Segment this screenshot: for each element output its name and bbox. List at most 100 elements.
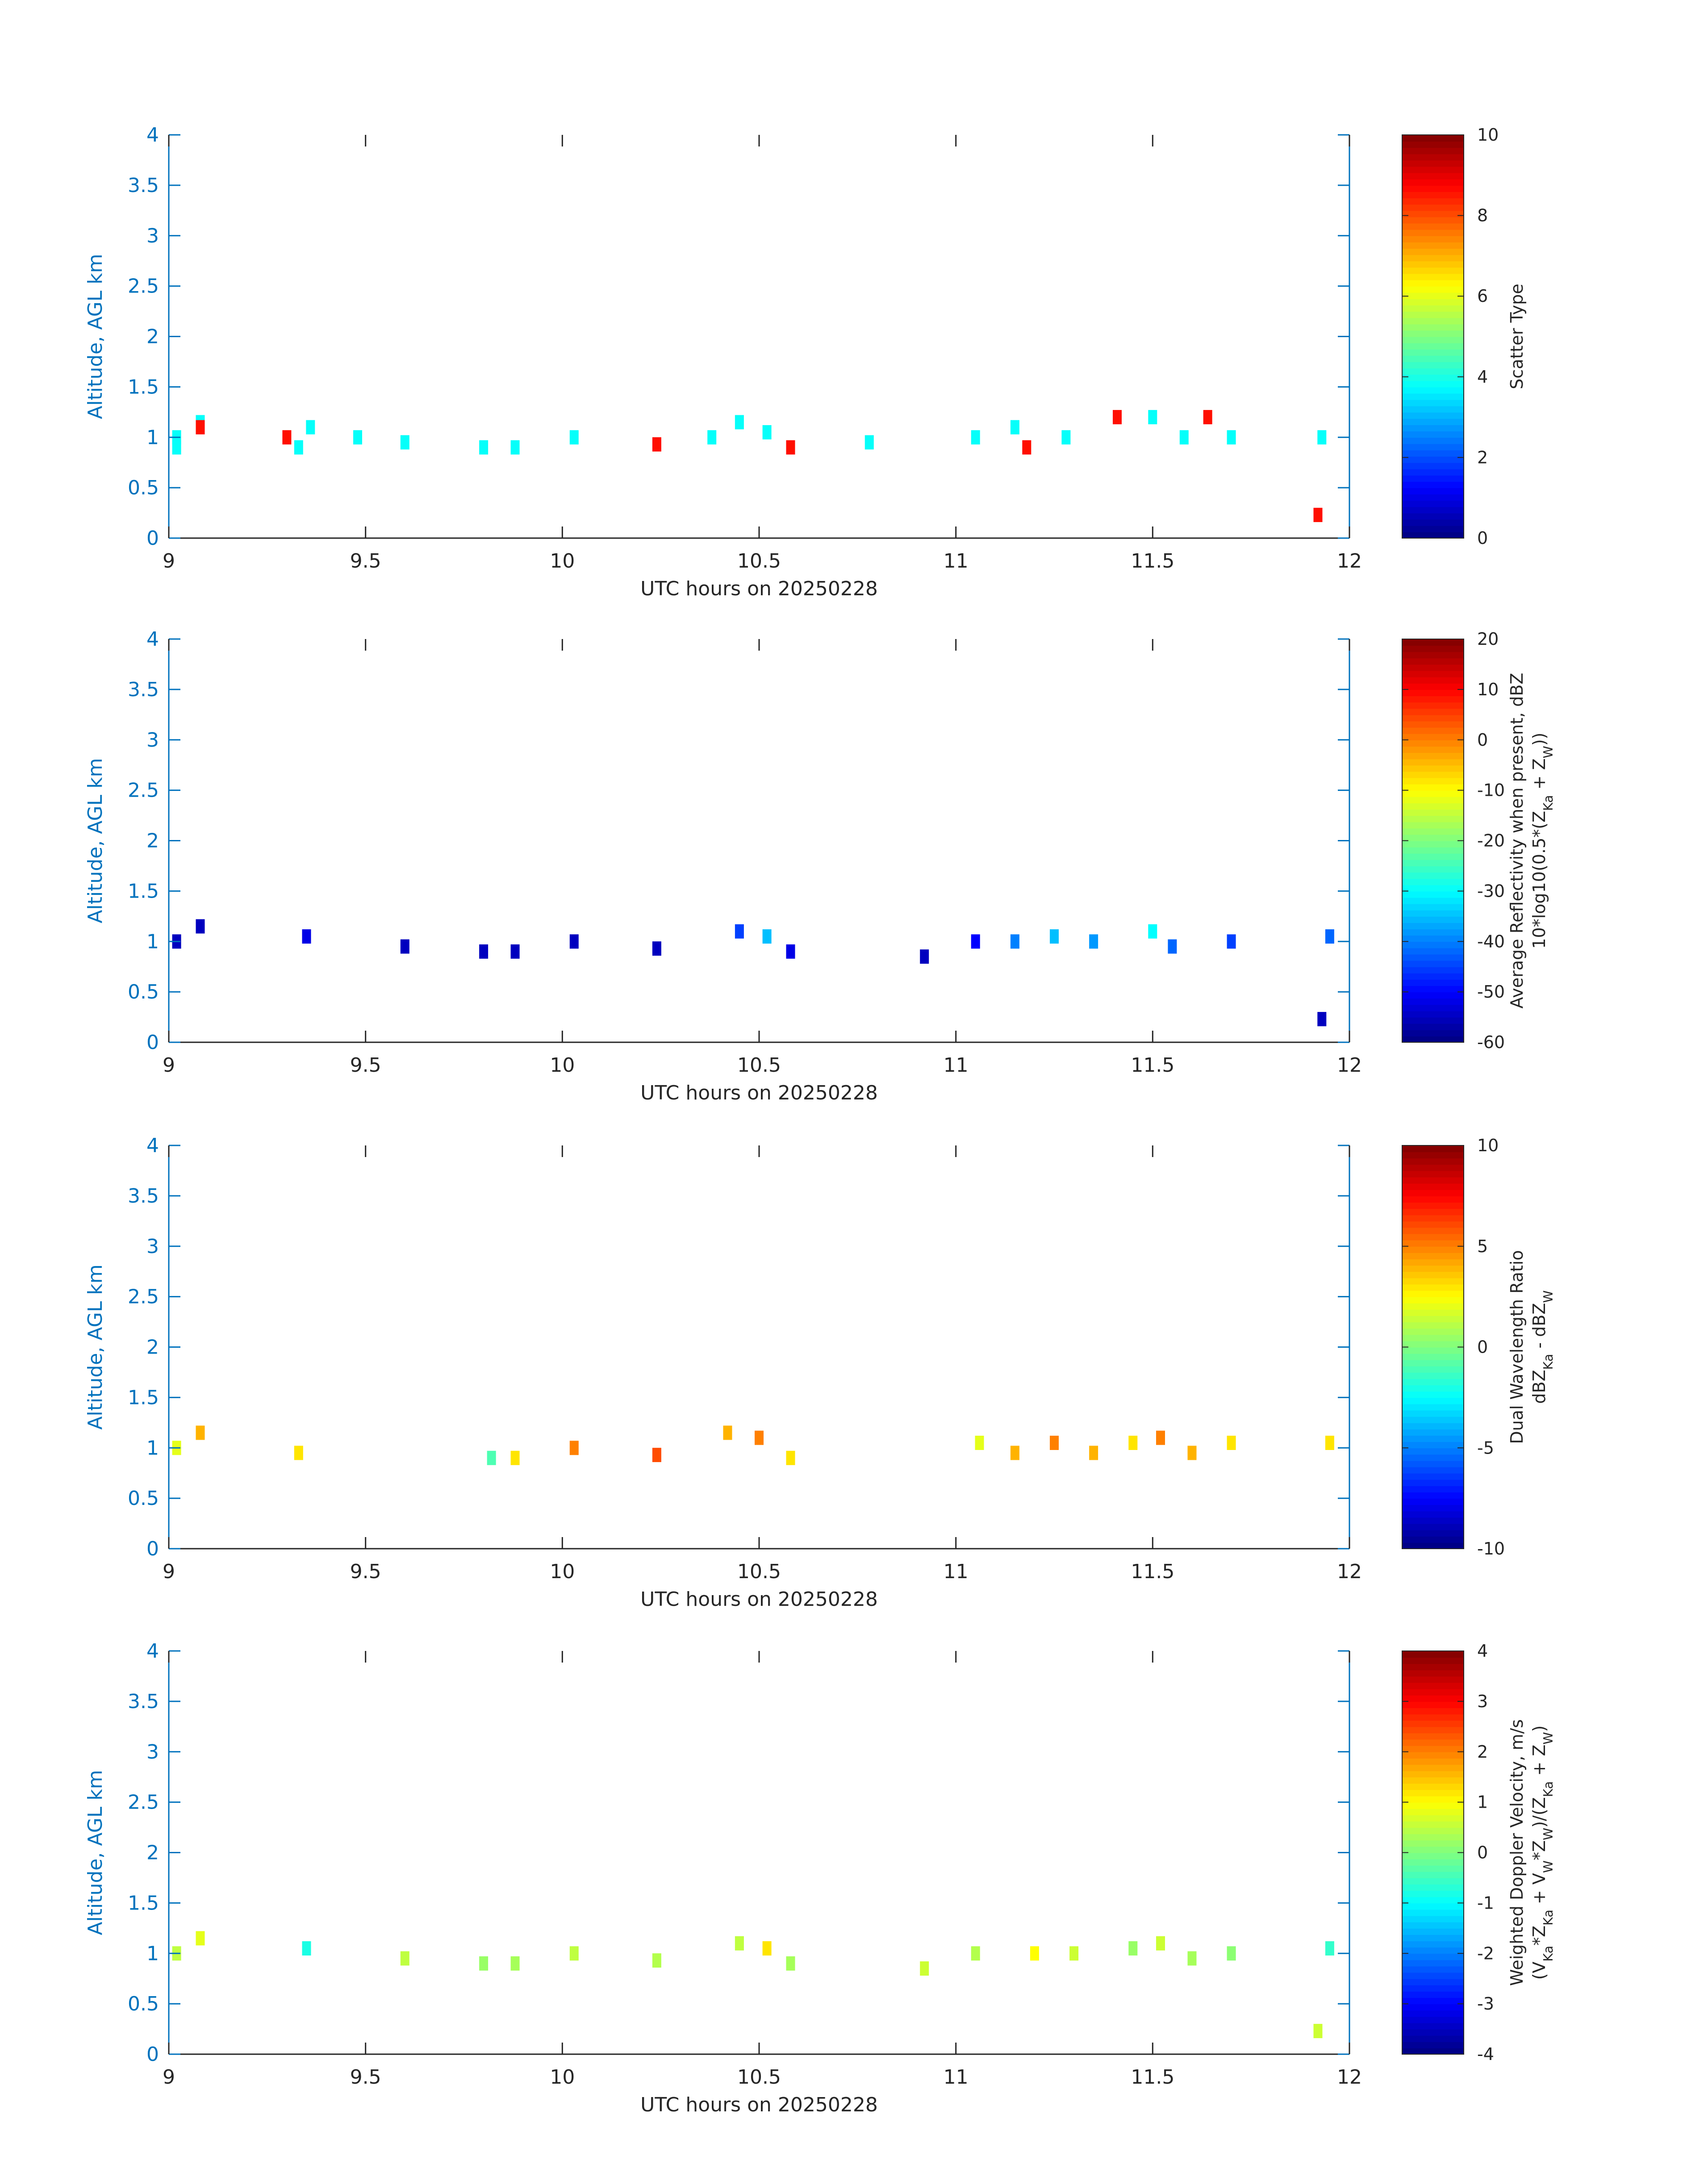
colorbar-segment [1402, 1909, 1464, 1916]
colorbar-segment [1402, 336, 1464, 343]
colorbar-segment [1402, 1316, 1464, 1323]
y-tick-label: 0 [146, 1031, 159, 1054]
colorbar-segment [1402, 399, 1464, 406]
data-cell [1187, 1951, 1197, 1966]
colorbar-segment [1402, 1991, 1464, 1998]
colorbar-segment [1402, 1233, 1464, 1241]
data-cell [1325, 929, 1334, 944]
colorbar-segment [1402, 1410, 1464, 1417]
data-cell [1148, 410, 1157, 425]
y-tick-label: 2 [146, 1336, 159, 1359]
colorbar-segment [1402, 2041, 1464, 2048]
colorbar-segment [1402, 229, 1464, 236]
colorbar-segment [1402, 450, 1464, 457]
data-cell [971, 1946, 980, 1961]
data-cell [1030, 1946, 1039, 1961]
colorbar-segment [1402, 361, 1464, 368]
colorbar-segment [1402, 1884, 1464, 1891]
colorbar-segment [1402, 721, 1464, 728]
y-tick-label: 3.5 [128, 1185, 159, 1208]
y-tick-label: 0.5 [128, 981, 159, 1003]
colorbar-segment [1402, 1517, 1464, 1524]
data-cell [569, 934, 579, 949]
colorbar-segment [1402, 1353, 1464, 1360]
y-axis-label: Altitude, AGL km [84, 1770, 107, 1935]
colorbar-segment [1402, 261, 1464, 268]
colorbar-segment [1402, 1189, 1464, 1196]
colorbar-segment [1402, 154, 1464, 161]
colorbar-segment [1402, 1145, 1464, 1153]
x-tick-label: 10 [550, 1560, 575, 1583]
colorbar-segment [1402, 1708, 1464, 1715]
colorbar-segment [1402, 311, 1464, 318]
colorbar-segment [1402, 733, 1464, 740]
y-tick-label: 3.5 [128, 1690, 159, 1713]
x-tick-label: 11 [944, 1054, 969, 1077]
colorbar-tick-label: -4 [1477, 2044, 1494, 2064]
colorbar-segment [1402, 2022, 1464, 2030]
colorbar-segment [1402, 1240, 1464, 1247]
data-cell [1203, 410, 1212, 425]
colorbar-label: 10*log10(0.5*(ZKa + ZW)) [1529, 732, 1556, 949]
colorbar-segment [1402, 1695, 1464, 1702]
colorbar-segment [1402, 172, 1464, 180]
colorbar-segment [1402, 135, 1464, 142]
data-cell [1128, 1436, 1138, 1450]
colorbar-segment [1402, 318, 1464, 325]
colorbar-segment [1402, 273, 1464, 280]
colorbar-segment [1402, 1720, 1464, 1727]
colorbar-segment [1402, 437, 1464, 444]
data-cell [975, 1436, 984, 1450]
colorbar-segment [1402, 1259, 1464, 1266]
colorbar-segment [1402, 1966, 1464, 1973]
colorbar: -60 -50 -40 -30 -20 -10 0 10 20 Average Reflectiv… [1402, 629, 1556, 1052]
colorbar-frame [1402, 134, 1464, 539]
data-cell [400, 1951, 409, 1966]
data-cell [735, 1936, 744, 1951]
colorbar-segment [1402, 1011, 1464, 1018]
colorbar-segment [1402, 696, 1464, 703]
colorbar-segment [1402, 702, 1464, 709]
x-tick-label: 9.5 [350, 550, 381, 572]
data-cell [1156, 1430, 1165, 1445]
colorbar-segment [1402, 689, 1464, 696]
colorbar-tick-label: -20 [1477, 831, 1505, 851]
colorbar-segment [1402, 1934, 1464, 1941]
colorbar-segment [1402, 412, 1464, 419]
colorbar-segment [1402, 1023, 1464, 1030]
x-tick-label: 10 [550, 1054, 575, 1077]
colorbar-segment [1402, 1529, 1464, 1537]
data-cell [196, 919, 205, 934]
colorbar-segment [1402, 1208, 1464, 1216]
x-axis-label: UTC hours on 20250228 [640, 577, 878, 600]
colorbar-segment [1402, 380, 1464, 388]
colorbar-segment [1402, 1397, 1464, 1404]
colorbar-segment [1402, 1663, 1464, 1671]
colorbar-segment [1402, 1504, 1464, 1512]
colorbar-segment [1402, 639, 1464, 646]
colorbar-segment [1402, 1972, 1464, 1979]
y-tick-label: 3 [146, 225, 159, 247]
colorbar-segment [1402, 1252, 1464, 1259]
y-tick-label: 3 [146, 1235, 159, 1258]
colorbar-segment [1402, 859, 1464, 866]
colorbar-segment [1402, 1303, 1464, 1310]
colorbar-segment [1402, 1485, 1464, 1492]
colorbar-segment [1402, 500, 1464, 507]
colorbar-segment [1402, 1802, 1464, 1809]
colorbar-segment [1402, 1498, 1464, 1505]
colorbar-segment [1402, 2035, 1464, 2042]
colorbar-segment [1402, 1682, 1464, 1689]
colorbar-segment [1402, 1164, 1464, 1171]
data-cells [172, 1931, 1334, 2039]
data-cell [1187, 1446, 1197, 1460]
y-tick-label: 2 [146, 830, 159, 852]
colorbar-segment [1402, 1846, 1464, 1853]
colorbar-segment [1402, 992, 1464, 999]
colorbar-segment [1402, 935, 1464, 942]
colorbar-tick-label: 20 [1477, 629, 1499, 649]
colorbar-tick-label: -10 [1477, 781, 1505, 800]
y-tick-label: 4 [146, 124, 159, 146]
colorbar-segment [1402, 664, 1464, 671]
colorbar-segment [1402, 872, 1464, 879]
